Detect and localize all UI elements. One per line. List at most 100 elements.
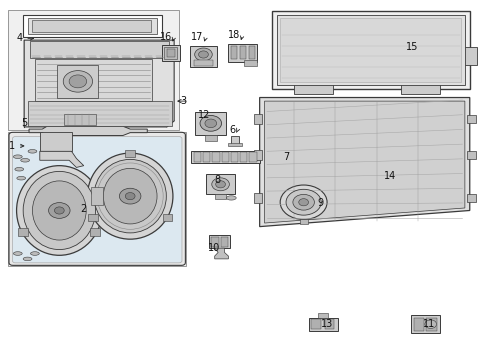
Bar: [209, 235, 230, 248]
Bar: [414, 318, 424, 330]
Bar: [311, 319, 321, 329]
Circle shape: [69, 75, 87, 88]
Circle shape: [425, 320, 437, 328]
Ellipse shape: [13, 155, 22, 158]
Text: 14: 14: [384, 171, 396, 181]
Text: 10: 10: [208, 243, 220, 253]
Polygon shape: [260, 98, 470, 226]
Bar: [211, 237, 219, 247]
Bar: [280, 18, 461, 82]
Ellipse shape: [226, 196, 236, 200]
Circle shape: [205, 119, 217, 128]
Ellipse shape: [13, 252, 22, 255]
Bar: [32, 20, 151, 32]
Text: 11: 11: [423, 319, 436, 329]
Bar: [254, 114, 262, 125]
Ellipse shape: [94, 159, 166, 233]
Text: 18: 18: [228, 30, 240, 40]
Bar: [254, 149, 262, 160]
Ellipse shape: [21, 158, 29, 162]
Circle shape: [293, 194, 315, 210]
Circle shape: [198, 51, 208, 58]
Circle shape: [200, 116, 221, 131]
Ellipse shape: [103, 168, 157, 224]
Bar: [8, 10, 179, 130]
Circle shape: [286, 189, 321, 215]
Circle shape: [216, 181, 225, 188]
Bar: [228, 44, 257, 62]
FancyBboxPatch shape: [12, 136, 182, 263]
Circle shape: [125, 193, 135, 200]
Bar: [220, 237, 228, 247]
Text: 17: 17: [191, 32, 203, 41]
Bar: [300, 220, 308, 224]
Ellipse shape: [28, 149, 37, 153]
Bar: [164, 47, 177, 59]
Bar: [195, 112, 226, 135]
Polygon shape: [40, 151, 84, 167]
Bar: [88, 214, 98, 221]
Text: 12: 12: [198, 111, 211, 121]
Bar: [272, 12, 470, 89]
Polygon shape: [265, 101, 465, 223]
Circle shape: [299, 199, 309, 206]
Bar: [23, 15, 162, 37]
Bar: [191, 150, 260, 163]
Circle shape: [195, 48, 212, 61]
Bar: [206, 174, 235, 194]
Bar: [40, 132, 72, 151]
Ellipse shape: [30, 252, 39, 255]
Bar: [309, 318, 338, 330]
Bar: [194, 152, 201, 162]
Bar: [467, 150, 476, 159]
Bar: [467, 194, 476, 202]
Bar: [27, 101, 172, 126]
Polygon shape: [215, 248, 228, 259]
Bar: [318, 314, 328, 318]
Bar: [240, 46, 246, 59]
Text: 7: 7: [283, 152, 289, 162]
Bar: [426, 318, 437, 330]
Bar: [411, 315, 441, 333]
Text: 13: 13: [320, 319, 333, 329]
Bar: [57, 65, 98, 98]
Bar: [228, 143, 242, 145]
FancyBboxPatch shape: [9, 132, 185, 265]
Bar: [27, 18, 157, 34]
Bar: [212, 152, 220, 162]
Circle shape: [54, 207, 64, 214]
Bar: [231, 136, 239, 144]
Circle shape: [212, 178, 229, 191]
Bar: [125, 149, 135, 157]
Polygon shape: [24, 40, 174, 127]
Bar: [190, 45, 217, 67]
Bar: [91, 187, 103, 205]
Bar: [8, 132, 186, 266]
Ellipse shape: [17, 166, 102, 255]
Bar: [162, 45, 179, 61]
Text: 6: 6: [229, 125, 235, 135]
Bar: [231, 152, 238, 162]
Bar: [205, 135, 217, 140]
Text: 5: 5: [22, 118, 27, 128]
Bar: [231, 46, 237, 59]
Ellipse shape: [87, 153, 173, 239]
Bar: [194, 60, 213, 66]
Bar: [249, 152, 257, 162]
Bar: [163, 214, 172, 221]
Bar: [64, 114, 96, 126]
Circle shape: [63, 71, 93, 92]
Circle shape: [49, 203, 70, 219]
Ellipse shape: [23, 171, 96, 249]
Text: 9: 9: [317, 198, 323, 208]
Bar: [401, 84, 441, 94]
Bar: [167, 49, 174, 57]
Ellipse shape: [23, 257, 32, 261]
Bar: [277, 15, 465, 85]
Bar: [215, 194, 226, 199]
Circle shape: [120, 188, 141, 204]
Bar: [244, 60, 257, 66]
Polygon shape: [29, 126, 147, 135]
Bar: [19, 228, 28, 235]
Bar: [254, 193, 262, 203]
